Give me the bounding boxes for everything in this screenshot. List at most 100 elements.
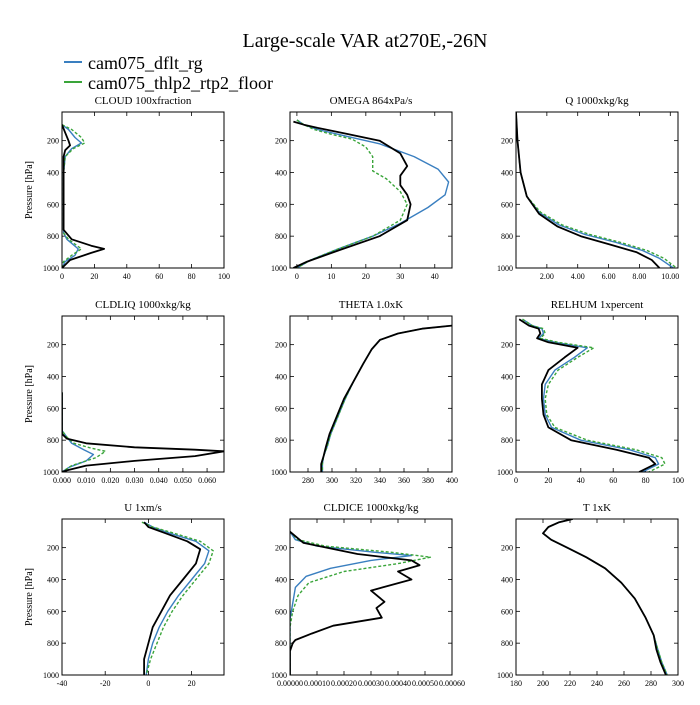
y-tick-label: 400 bbox=[47, 372, 59, 381]
y-tick-label: 600 bbox=[501, 200, 513, 209]
series-line-1 bbox=[522, 318, 666, 472]
x-tick-label: 0.00030 bbox=[358, 679, 384, 688]
y-axis-label: Pressure [hPa] bbox=[24, 365, 35, 423]
series-line-2 bbox=[290, 531, 421, 675]
y-tick-label: 400 bbox=[275, 168, 287, 177]
x-tick-label: 0.060 bbox=[198, 476, 216, 485]
panel-title: T 1xK bbox=[583, 502, 611, 514]
x-tick-label: 6.00 bbox=[602, 272, 616, 281]
x-tick-label: 0 bbox=[146, 679, 150, 688]
x-tick-label: 400 bbox=[446, 476, 458, 485]
y-tick-label: 800 bbox=[275, 436, 287, 445]
x-tick-label: 0.00040 bbox=[385, 679, 411, 688]
y-tick-label: 600 bbox=[47, 607, 59, 616]
series-line-2 bbox=[143, 521, 202, 675]
y-tick-label: 1000 bbox=[497, 671, 513, 680]
y-tick-label: 200 bbox=[501, 544, 513, 553]
y-tick-label: 600 bbox=[275, 200, 287, 209]
y-tick-label: 800 bbox=[275, 232, 287, 241]
series-line-0 bbox=[522, 318, 660, 472]
panel-frame bbox=[61, 315, 225, 473]
x-tick-label: 220 bbox=[564, 679, 576, 688]
y-tick-label: 600 bbox=[275, 607, 287, 616]
series-line-2 bbox=[516, 112, 661, 268]
y-tick-label: 800 bbox=[47, 639, 59, 648]
x-tick-label: 4.00 bbox=[571, 272, 585, 281]
panel-series bbox=[141, 521, 214, 675]
x-tick-label: 0 bbox=[295, 272, 299, 281]
panel-series bbox=[62, 124, 105, 268]
series-line-1 bbox=[296, 119, 408, 268]
x-tick-label: 0.000 bbox=[53, 476, 71, 485]
panel-4: THETA 1.0xK 200 400 600 800 1000 280 300 320 340 3… bbox=[271, 299, 458, 485]
x-tick-label: 20 bbox=[544, 476, 552, 485]
panel-title: OMEGA 864xPa/s bbox=[330, 95, 413, 107]
panel-series bbox=[518, 318, 666, 472]
y-tick-label: 200 bbox=[47, 341, 59, 350]
x-tick-label: 20 bbox=[90, 272, 98, 281]
x-tick-label: -40 bbox=[57, 679, 68, 688]
x-tick-label: 0 bbox=[514, 476, 518, 485]
panel-series bbox=[293, 119, 450, 268]
y-tick-label: 1000 bbox=[43, 468, 59, 477]
y-tick-label: 600 bbox=[501, 404, 513, 413]
x-tick-label: 300 bbox=[326, 476, 338, 485]
y-tick-label: 1000 bbox=[497, 264, 513, 273]
y-tick-label: 1000 bbox=[271, 264, 287, 273]
x-tick-label: 300 bbox=[672, 679, 684, 688]
y-tick-label: 400 bbox=[501, 372, 513, 381]
panel-series bbox=[516, 112, 677, 268]
y-tick-label: 400 bbox=[275, 372, 287, 381]
y-tick-label: 400 bbox=[47, 168, 59, 177]
x-tick-label: 2.00 bbox=[540, 272, 554, 281]
y-tick-label: 800 bbox=[47, 232, 59, 241]
panel-series bbox=[542, 519, 668, 675]
y-tick-label: 1000 bbox=[43, 264, 59, 273]
y-tick-label: 600 bbox=[275, 404, 287, 413]
y-tick-label: 1000 bbox=[271, 468, 287, 477]
x-tick-label: 340 bbox=[374, 476, 386, 485]
x-tick-label: 280 bbox=[645, 679, 657, 688]
y-tick-label: 800 bbox=[501, 639, 513, 648]
y-tick-label: 600 bbox=[501, 607, 513, 616]
panel-title: CLDICE 1000xkg/kg bbox=[323, 502, 419, 514]
panel-series bbox=[320, 324, 452, 472]
panel-series bbox=[62, 392, 224, 472]
series-line-1 bbox=[516, 112, 677, 268]
x-tick-label: 30 bbox=[396, 272, 404, 281]
panel-series bbox=[290, 531, 432, 675]
series-line-2 bbox=[518, 318, 657, 472]
panel-frame bbox=[289, 111, 453, 269]
series-line-2 bbox=[62, 392, 224, 472]
x-tick-label: 20 bbox=[362, 272, 370, 281]
x-tick-label: 180 bbox=[510, 679, 522, 688]
x-tick-label: 80 bbox=[188, 272, 196, 281]
y-tick-label: 400 bbox=[275, 575, 287, 584]
series-line-0 bbox=[143, 521, 210, 675]
series-line-2 bbox=[542, 519, 667, 675]
y-tick-label: 200 bbox=[47, 137, 59, 146]
x-tick-label: 20 bbox=[188, 679, 196, 688]
x-tick-label: 380 bbox=[422, 476, 434, 485]
x-tick-label: 60 bbox=[609, 476, 617, 485]
y-tick-label: 600 bbox=[47, 200, 59, 209]
y-tick-label: 800 bbox=[47, 436, 59, 445]
x-tick-label: 10.00 bbox=[661, 272, 679, 281]
x-tick-label: 0.010 bbox=[77, 476, 95, 485]
x-tick-label: 200 bbox=[537, 679, 549, 688]
x-tick-label: -20 bbox=[100, 679, 111, 688]
x-tick-label: 8.00 bbox=[632, 272, 646, 281]
series-line-2 bbox=[293, 120, 412, 268]
series-line-2 bbox=[320, 324, 452, 472]
x-tick-label: 0.00050 bbox=[412, 679, 438, 688]
series-line-1 bbox=[290, 531, 432, 675]
x-tick-label: 360 bbox=[398, 476, 410, 485]
x-tick-label: 0.040 bbox=[150, 476, 168, 485]
x-tick-label: 100 bbox=[672, 476, 684, 485]
figure-title: Large-scale VAR at270E,-26N bbox=[243, 30, 488, 52]
